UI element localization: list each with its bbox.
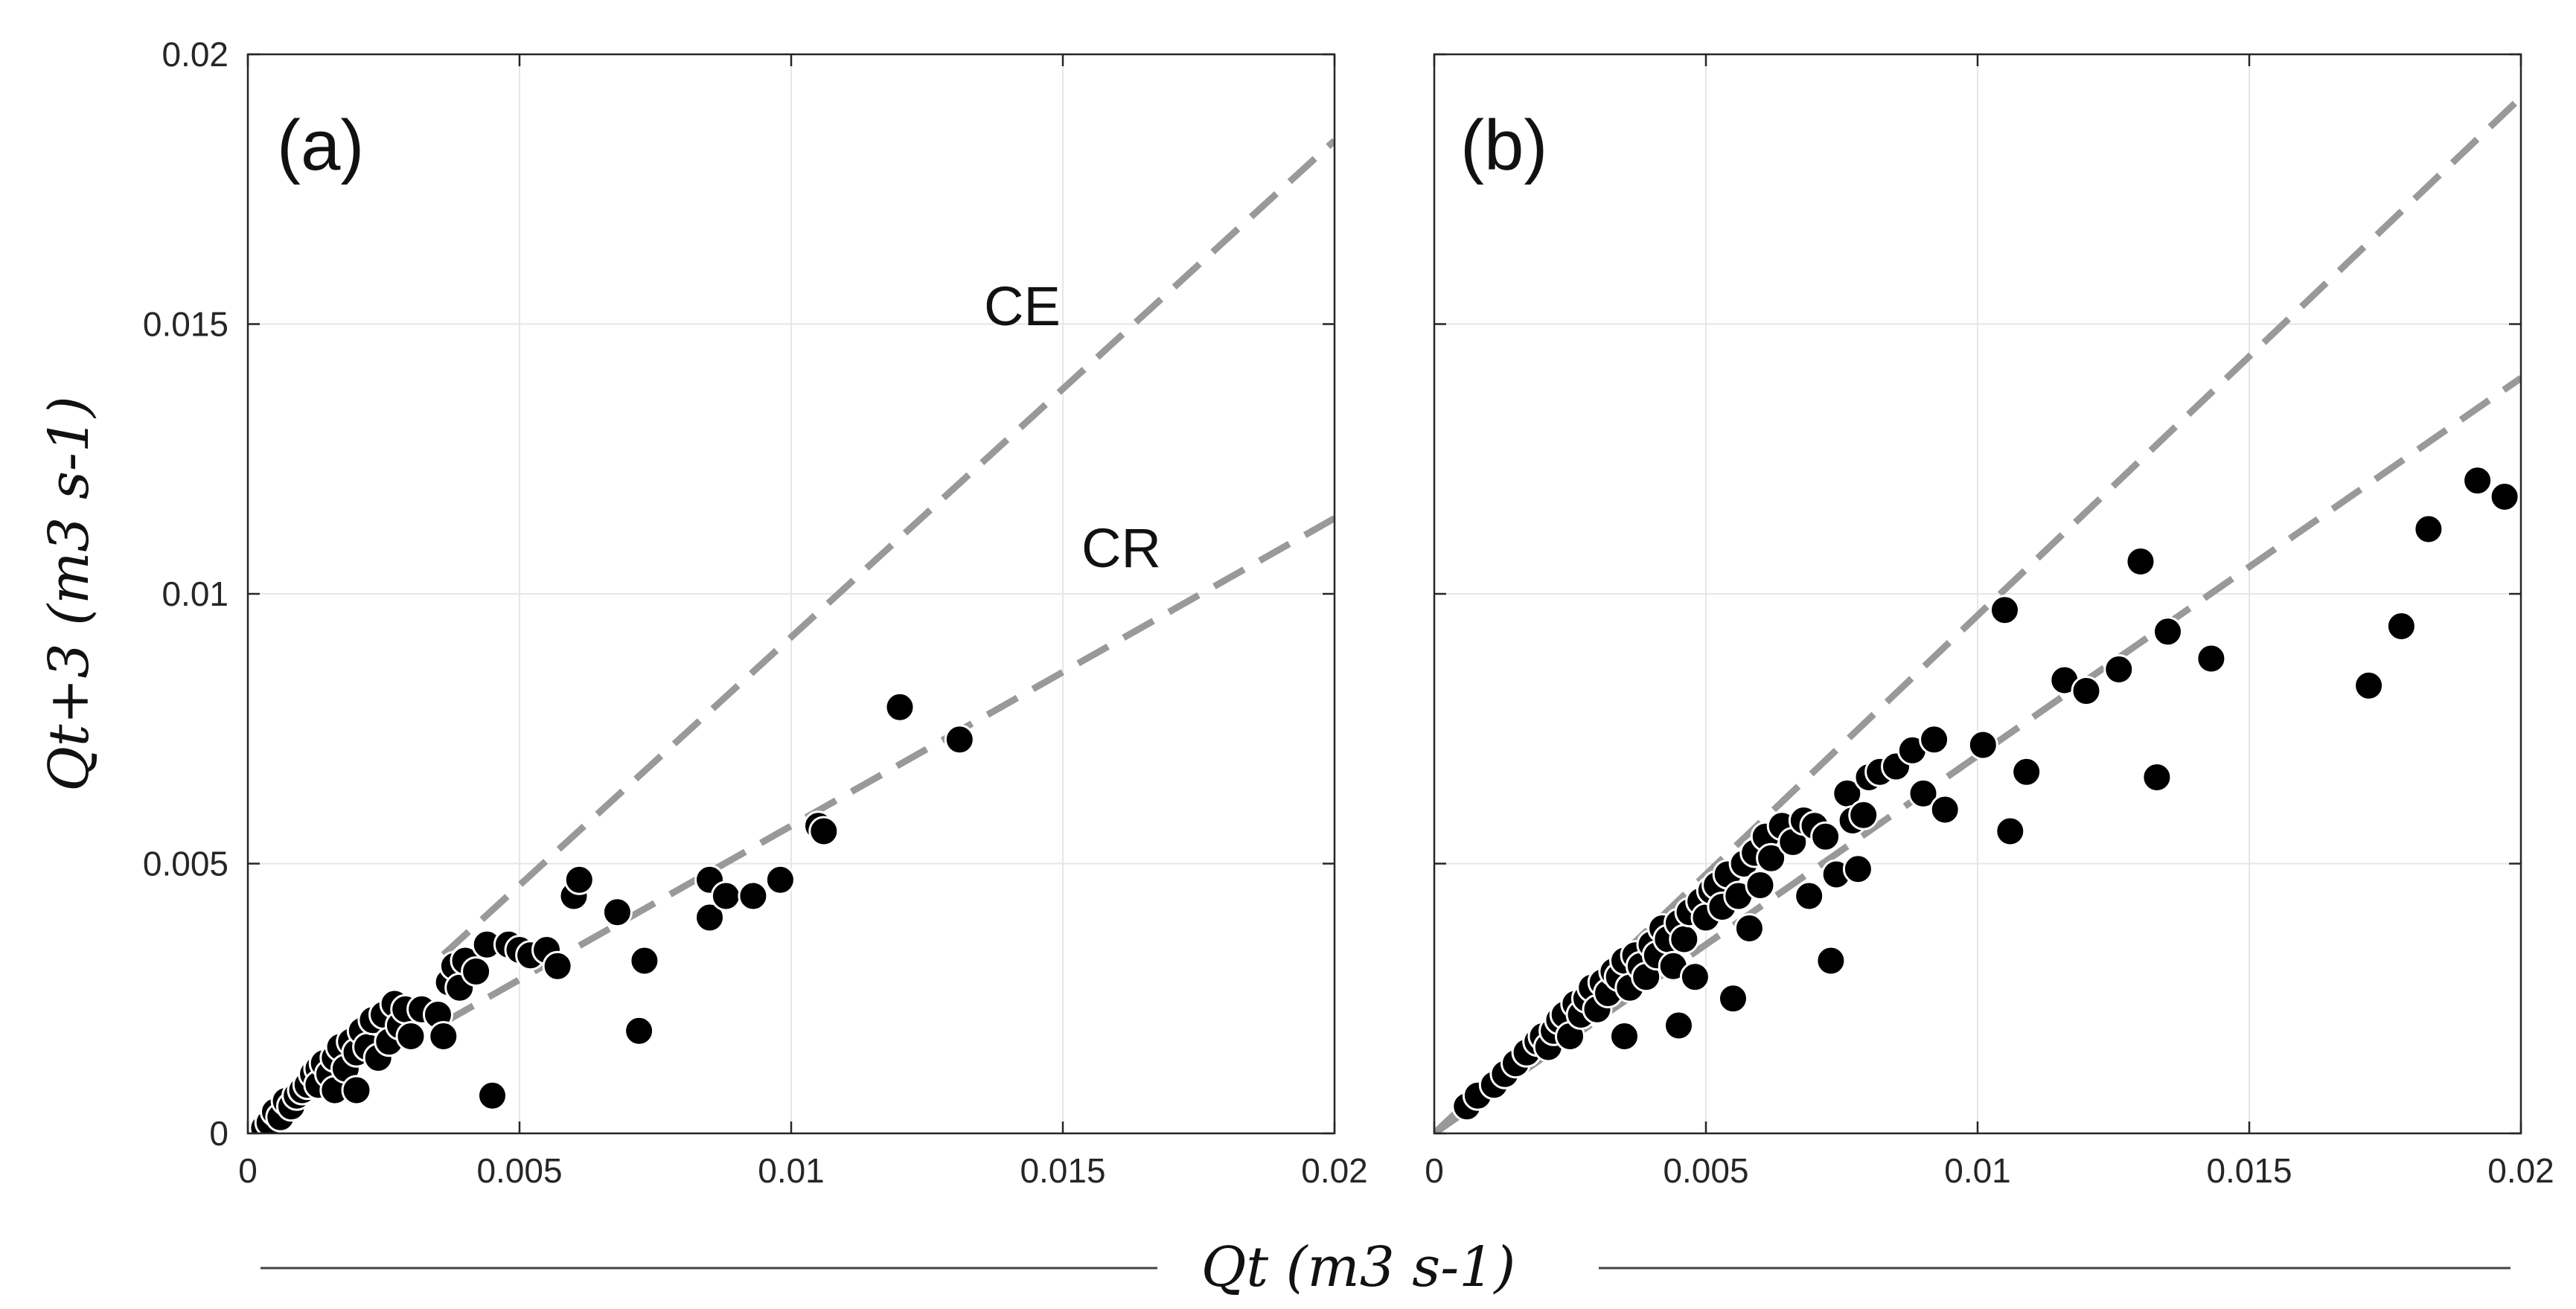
data-point: [461, 956, 492, 987]
panel-b-points: [1451, 465, 2520, 1122]
data-point: [1679, 961, 1710, 993]
data-point: [341, 1075, 372, 1106]
data-point: [1929, 794, 1960, 825]
data-point: [477, 1080, 508, 1111]
curve-label-cr: CR: [1081, 517, 1161, 579]
y-tick-label: 0.02: [162, 35, 228, 74]
data-point: [1669, 924, 1700, 955]
y-axis-title-group: Qt+3 (m3 s-1): [37, 396, 101, 792]
data-point: [710, 880, 741, 912]
data-point: [428, 1021, 459, 1052]
panel-a: 0 0.005 0.01 0.015 0.02 0 0.005 0.01 0.015 0.02 (…: [143, 35, 1368, 1190]
data-point: [1967, 729, 1998, 761]
data-point: [1663, 1010, 1694, 1041]
data-point: [395, 1021, 426, 1052]
data-point: [2489, 481, 2520, 512]
data-point: [1745, 870, 1776, 900]
x-tick-label: 0.02: [2487, 1151, 2554, 1190]
reference-line-ce: [441, 138, 1335, 958]
x-tick-label: 0.01: [1944, 1151, 2011, 1190]
data-point: [1995, 816, 2026, 847]
y-tick-label: 0.01: [162, 575, 228, 613]
x-tick-label: 0: [1425, 1151, 1444, 1190]
data-point: [764, 864, 796, 895]
x-tick-label: 0.005: [1663, 1151, 1748, 1190]
data-point: [1919, 724, 1950, 755]
panel-a-grid: [248, 54, 1335, 1133]
data-point: [542, 950, 573, 982]
data-point: [1908, 778, 1939, 809]
x-axis-title: Qt (m3 s-1): [1201, 1235, 1516, 1299]
panel-a-reference-lines: [441, 138, 1335, 1026]
data-point: [1815, 945, 1847, 976]
data-point: [694, 902, 725, 933]
y-tick-label: 0: [209, 1114, 228, 1153]
data-point: [629, 945, 660, 976]
x-tick-label: 0.02: [1301, 1151, 1368, 1190]
data-point: [738, 880, 769, 912]
data-point: [2141, 762, 2173, 793]
data-point: [884, 691, 915, 723]
data-point: [1794, 880, 1825, 912]
data-point: [1733, 913, 1765, 944]
data-point: [1848, 799, 1879, 830]
data-point: [2353, 670, 2385, 701]
data-point: [1609, 1021, 1640, 1052]
data-point: [2011, 756, 2042, 787]
panel-b-ticks: 0 0.005 0.01 0.015 0.02: [1425, 53, 2554, 1190]
data-point: [563, 864, 595, 895]
data-point: [2071, 676, 2102, 706]
data-point: [2413, 513, 2444, 545]
data-point: [1756, 842, 1787, 874]
panel-a-ticks: 0 0.005 0.01 0.015 0.02 0 0.005 0.01 0.015 0.02: [143, 35, 1368, 1190]
data-point: [1810, 821, 1841, 852]
x-tick-label: 0: [238, 1151, 258, 1190]
x-tick-label: 0.015: [2206, 1151, 2292, 1190]
x-tick-label: 0.015: [1020, 1151, 1105, 1190]
panel-a-points: [249, 691, 975, 1133]
data-point: [2196, 643, 2227, 674]
panel-b-reference-lines: [1434, 95, 2521, 1133]
reference-line-cr: [441, 515, 1335, 1026]
data-point: [2103, 654, 2135, 685]
data-point: [2125, 546, 2156, 577]
panel-b-label: (b): [1460, 106, 1547, 185]
data-point: [1718, 983, 1748, 1014]
data-point: [601, 897, 633, 928]
reference-line-2: [1434, 375, 2521, 1133]
data-point: [2152, 616, 2183, 647]
data-point: [1842, 854, 1873, 885]
data-point: [2462, 465, 2493, 496]
data-point: [2385, 611, 2417, 641]
y-tick-label: 0.005: [143, 845, 228, 883]
x-tick-label: 0.01: [758, 1151, 825, 1190]
curve-label-ce: CE: [984, 275, 1061, 337]
data-point: [624, 1015, 655, 1046]
data-point: [1989, 595, 2020, 626]
data-point: [944, 724, 975, 755]
y-tick-label: 0.015: [143, 305, 228, 344]
y-axis-title: Qt+3 (m3 s-1): [37, 396, 101, 792]
panel-b: 0 0.005 0.01 0.015 0.02 (b): [1425, 53, 2554, 1190]
panel-b-grid: [1434, 54, 2521, 1133]
x-tick-label: 0.005: [476, 1151, 562, 1190]
data-point: [808, 816, 840, 847]
reference-line-1: [1434, 95, 2521, 1133]
panel-a-label: (a): [277, 106, 364, 185]
